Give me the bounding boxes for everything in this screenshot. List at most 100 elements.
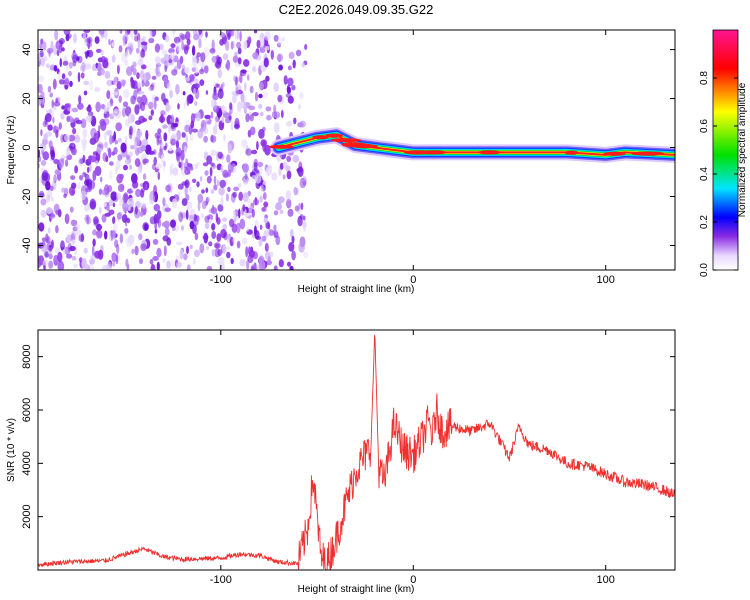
- noise-blob: [263, 201, 269, 208]
- noise-blob: [60, 240, 65, 248]
- noise-blob: [203, 232, 209, 244]
- noise-blob: [44, 251, 49, 258]
- noise-blob: [217, 68, 223, 79]
- noise-blob: [291, 235, 295, 244]
- noise-blob: [71, 147, 77, 156]
- noise-blob: [288, 242, 295, 252]
- noise-blob: [95, 101, 101, 113]
- noise-blob: [72, 60, 77, 67]
- noise-blob: [109, 98, 114, 107]
- noise-blob: [154, 229, 158, 234]
- noise-blob: [71, 189, 75, 196]
- noise-blob: [66, 115, 71, 122]
- noise-blob: [126, 154, 131, 160]
- noise-blob: [215, 243, 219, 248]
- noise-blob: [297, 166, 304, 178]
- noise-blob: [186, 44, 190, 51]
- noise-blob: [200, 67, 204, 73]
- noise-blob: [125, 258, 129, 268]
- noise-blob: [184, 124, 191, 133]
- noise-blob: [113, 147, 118, 155]
- noise-blob: [134, 205, 138, 215]
- noise-blob: [66, 154, 73, 161]
- noise-blob: [186, 95, 190, 107]
- noise-blob: [156, 261, 160, 270]
- noise-blob: [176, 41, 180, 53]
- noise-blob: [47, 189, 53, 199]
- noise-blob: [39, 50, 44, 58]
- noise-blob: [69, 116, 74, 124]
- noise-blob: [155, 162, 162, 170]
- colorbar-gradient: [712, 29, 739, 271]
- noise-blob: [192, 57, 198, 68]
- noise-blob: [46, 236, 51, 243]
- noise-blob: [243, 192, 249, 198]
- noise-blob: [242, 163, 249, 174]
- colorbar-label: Normalized spectral amplitude: [737, 82, 748, 217]
- noise-blob: [182, 162, 188, 167]
- noise-blob: [291, 84, 296, 91]
- noise-blob: [148, 37, 155, 44]
- noise-blob: [83, 90, 88, 96]
- noise-blob: [185, 77, 191, 82]
- noise-blob: [73, 33, 77, 44]
- noise-blob: [38, 222, 45, 230]
- noise-blob: [154, 222, 158, 231]
- noise-blob: [204, 215, 211, 224]
- noise-blob: [258, 93, 263, 99]
- noise-blob: [212, 164, 216, 169]
- noise-blob: [229, 102, 233, 110]
- noise-blob: [246, 259, 250, 270]
- noise-blob: [211, 55, 218, 63]
- noise-blob: [111, 231, 115, 238]
- noise-blob: [53, 174, 57, 184]
- noise-blob: [81, 257, 87, 269]
- noise-blob: [141, 94, 147, 106]
- noise-blob: [196, 215, 200, 222]
- noise-blob: [48, 260, 54, 269]
- noise-blob: [123, 228, 129, 236]
- y-tick-label: 6000: [21, 398, 33, 422]
- noise-blob: [121, 214, 128, 223]
- noise-blob: [83, 30, 91, 33]
- noise-blob: [165, 184, 171, 193]
- noise-blob: [218, 186, 225, 196]
- noise-blob: [75, 119, 83, 125]
- noise-blob: [164, 207, 171, 213]
- y-tick-label: -20: [21, 189, 33, 205]
- noise-blob: [63, 193, 67, 199]
- noise-blob: [290, 229, 294, 239]
- noise-blob: [55, 225, 59, 234]
- signal-hotspot: [411, 150, 423, 155]
- noise-blob: [152, 238, 159, 245]
- noise-blob: [199, 243, 205, 254]
- noise-blob: [191, 128, 198, 133]
- noise-blob: [258, 260, 266, 270]
- noise-blob: [294, 205, 300, 212]
- noise-blob: [249, 85, 254, 94]
- noise-blob: [69, 245, 76, 252]
- noise-blob: [264, 45, 270, 51]
- noise-blob: [66, 103, 72, 108]
- noise-blob: [170, 116, 176, 124]
- noise-blob: [211, 231, 217, 239]
- noise-blob: [138, 101, 142, 110]
- noise-blob: [202, 200, 207, 210]
- noise-blob: [96, 223, 102, 231]
- noise-blob: [186, 245, 189, 255]
- noise-blob: [260, 184, 264, 192]
- noise-blob: [66, 63, 69, 73]
- noise-blob: [77, 157, 84, 167]
- noise-blob: [122, 101, 129, 108]
- noise-blob: [86, 166, 90, 173]
- noise-blob: [153, 203, 161, 212]
- noise-blob: [148, 115, 153, 121]
- noise-blob: [301, 176, 307, 182]
- top-x-axis-label: Height of straight line (km): [298, 284, 415, 295]
- noise-blob: [149, 259, 154, 265]
- noise-blob: [292, 59, 296, 69]
- noise-blob: [38, 259, 42, 269]
- noise-blob: [260, 111, 264, 117]
- noise-blob: [142, 173, 147, 181]
- noise-blob: [298, 242, 305, 253]
